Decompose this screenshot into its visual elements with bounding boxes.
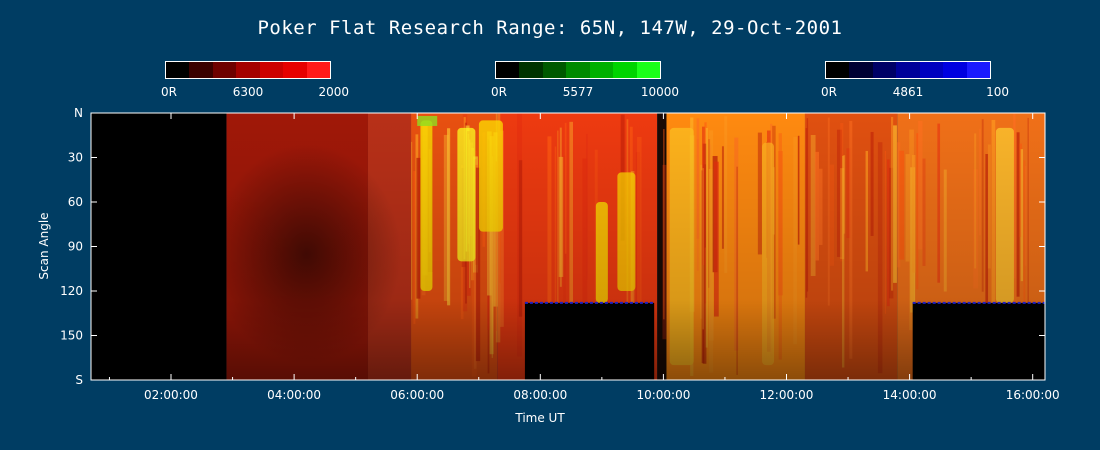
colorbar-swatch	[589, 62, 614, 78]
y-tick-label: 120	[60, 284, 83, 298]
colorbar-4861-max: 100	[986, 85, 1009, 99]
colorbar-swatch	[636, 62, 660, 78]
y-tick-label: 30	[68, 151, 83, 165]
colorbar-swatch	[919, 62, 944, 78]
x-tick-label: 02:00:00	[144, 388, 198, 402]
colorbar-swatch	[943, 62, 967, 78]
no-data-region	[91, 113, 227, 380]
colorbar-4861-min: 0R	[821, 85, 837, 99]
colorbar-swatch	[166, 62, 190, 78]
x-tick-label: 14:00:00	[883, 388, 937, 402]
colorbar-swatch	[189, 62, 213, 78]
colorbar-6300-strip	[165, 61, 331, 79]
colorbar-swatch	[566, 62, 590, 78]
colorbar-5577-max: 10000	[640, 85, 679, 99]
no-data-region	[524, 302, 655, 380]
colorbar-swatch	[236, 62, 260, 78]
y-tick-label: N	[74, 106, 83, 120]
y-axis: N 30 60 90 120 150 S	[60, 106, 1045, 387]
colorbar-swatch	[966, 62, 990, 78]
y-axis-label: Scan Angle	[37, 212, 51, 280]
x-tick-label: 06:00:00	[390, 388, 444, 402]
colorbar-4861-wavelength: 4861	[892, 85, 924, 99]
x-axis-label: Time UT	[515, 411, 565, 425]
colorbar-5577-wavelength: 5577	[562, 85, 594, 99]
colorbar-swatch	[212, 62, 237, 78]
colorbar-swatch	[826, 62, 850, 78]
plot-area	[91, 113, 1045, 380]
colorbar-swatch	[872, 62, 897, 78]
colorbar-6300-wavelength: 6300	[232, 85, 264, 99]
y-tick-label: S	[75, 373, 83, 387]
colorbar-swatch	[849, 62, 873, 78]
colorbar-4861-strip	[825, 61, 991, 79]
y-tick-label: 60	[68, 195, 83, 209]
colorbar-swatch	[896, 62, 920, 78]
colorbar-swatch	[613, 62, 637, 78]
colorbar-6300-max: 2000	[318, 85, 349, 99]
x-axis: 02:00:00 04:00:00 06:00:00 08:00:00 10:00:00…	[108, 113, 1060, 402]
y-tick-label: 90	[68, 240, 83, 254]
colorbar-5577-strip	[495, 61, 661, 79]
colorbar-swatch	[283, 62, 307, 78]
colorbar-5577-min: 0R	[491, 85, 507, 99]
colorbar-5577: 0R 5577 10000	[491, 61, 679, 99]
x-tick-label: 10:00:00	[636, 388, 690, 402]
colorbar-swatch	[542, 62, 567, 78]
colorbar-swatch	[496, 62, 520, 78]
colorbar-swatch	[519, 62, 543, 78]
colorbar-swatch	[259, 62, 284, 78]
x-tick-label: 08:00:00	[513, 388, 567, 402]
y-tick-label: 150	[60, 329, 83, 343]
x-tick-label: 04:00:00	[267, 388, 321, 402]
x-tick-label: 16:00:00	[1006, 388, 1060, 402]
colorbar-6300: 0R 6300 2000	[161, 61, 349, 99]
chart-title: Poker Flat Research Range: 65N, 147W, 29…	[257, 17, 843, 39]
colorbar-4861: 0R 4861 100	[821, 61, 1009, 99]
colorbar-swatch	[306, 62, 330, 78]
no-data-region	[912, 302, 1045, 380]
colorbar-6300-min: 0R	[161, 85, 177, 99]
x-tick-label: 12:00:00	[760, 388, 814, 402]
